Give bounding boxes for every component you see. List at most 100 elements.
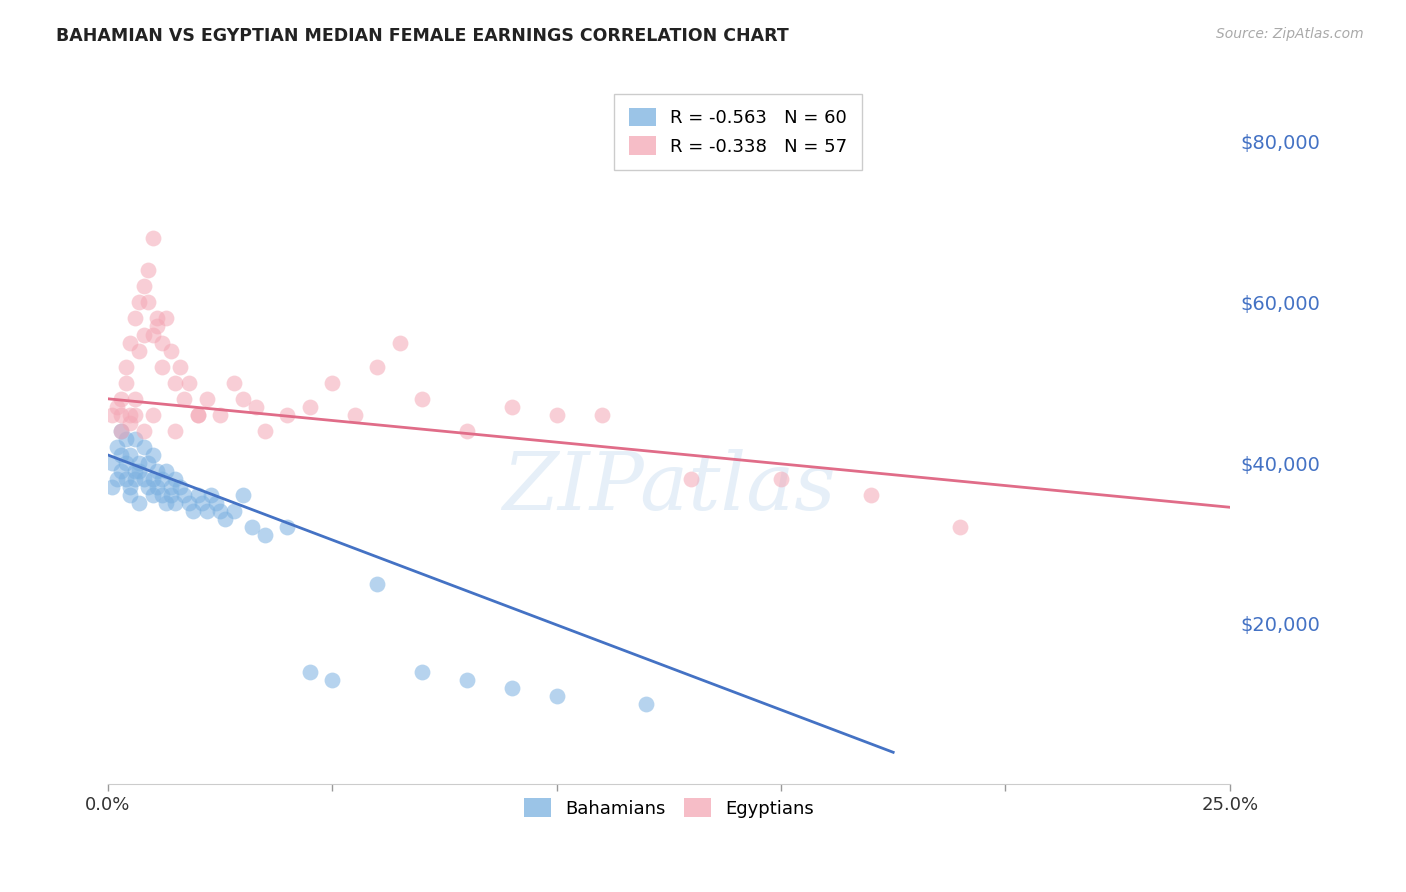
Point xyxy=(222,504,245,518)
Point xyxy=(769,472,792,486)
Point xyxy=(165,376,187,390)
Point xyxy=(128,464,150,478)
Point xyxy=(681,472,703,486)
Point xyxy=(411,665,433,679)
Point xyxy=(501,400,523,414)
Point xyxy=(105,472,128,486)
Point xyxy=(142,472,165,486)
Point xyxy=(132,424,155,438)
Point xyxy=(591,408,613,422)
Point xyxy=(298,400,321,414)
Point xyxy=(195,504,218,518)
Point xyxy=(110,448,132,462)
Point xyxy=(276,520,298,534)
Point xyxy=(150,359,173,374)
Point xyxy=(128,295,150,310)
Point xyxy=(155,496,177,510)
Point xyxy=(169,359,191,374)
Point xyxy=(501,681,523,695)
Point xyxy=(120,480,142,494)
Point xyxy=(110,408,132,422)
Point xyxy=(124,408,146,422)
Point xyxy=(321,673,343,687)
Point xyxy=(411,392,433,406)
Point xyxy=(101,456,124,470)
Point xyxy=(298,665,321,679)
Point xyxy=(165,496,187,510)
Point xyxy=(232,392,254,406)
Point xyxy=(245,400,267,414)
Point xyxy=(120,408,142,422)
Point xyxy=(343,408,366,422)
Point xyxy=(159,488,181,502)
Point xyxy=(232,488,254,502)
Point xyxy=(142,448,165,462)
Legend: Bahamians, Egyptians: Bahamians, Egyptians xyxy=(516,791,821,825)
Point xyxy=(115,432,138,446)
Point xyxy=(209,504,232,518)
Point xyxy=(636,697,658,711)
Point xyxy=(222,376,245,390)
Point xyxy=(115,472,138,486)
Point xyxy=(253,528,276,542)
Point xyxy=(110,424,132,438)
Point xyxy=(165,424,187,438)
Point xyxy=(132,327,155,342)
Point xyxy=(124,392,146,406)
Point xyxy=(187,408,209,422)
Point xyxy=(859,488,882,502)
Point xyxy=(546,408,568,422)
Point xyxy=(240,520,263,534)
Point xyxy=(142,327,165,342)
Point xyxy=(187,488,209,502)
Point xyxy=(120,335,142,350)
Point xyxy=(366,359,388,374)
Point xyxy=(128,456,150,470)
Point xyxy=(142,231,165,245)
Point xyxy=(169,480,191,494)
Point xyxy=(195,392,218,406)
Point xyxy=(132,440,155,454)
Text: ZIPatlas: ZIPatlas xyxy=(502,449,835,526)
Point xyxy=(187,408,209,422)
Point xyxy=(181,504,204,518)
Point xyxy=(124,464,146,478)
Point xyxy=(150,335,173,350)
Point xyxy=(173,488,195,502)
Point xyxy=(105,400,128,414)
Point xyxy=(159,343,181,358)
Point xyxy=(132,472,155,486)
Point xyxy=(155,464,177,478)
Point xyxy=(142,408,165,422)
Point xyxy=(110,464,132,478)
Point xyxy=(124,432,146,446)
Point xyxy=(132,279,155,293)
Point xyxy=(150,488,173,502)
Point xyxy=(128,343,150,358)
Text: Source: ZipAtlas.com: Source: ZipAtlas.com xyxy=(1216,27,1364,41)
Point xyxy=(191,496,214,510)
Point xyxy=(253,424,276,438)
Text: BAHAMIAN VS EGYPTIAN MEDIAN FEMALE EARNINGS CORRELATION CHART: BAHAMIAN VS EGYPTIAN MEDIAN FEMALE EARNI… xyxy=(56,27,789,45)
Point xyxy=(456,673,478,687)
Point xyxy=(173,392,195,406)
Point xyxy=(142,488,165,502)
Point xyxy=(155,311,177,326)
Point xyxy=(276,408,298,422)
Point xyxy=(388,335,411,350)
Point xyxy=(101,408,124,422)
Point xyxy=(110,392,132,406)
Point xyxy=(115,376,138,390)
Point xyxy=(949,520,972,534)
Point xyxy=(138,456,160,470)
Point xyxy=(120,416,142,430)
Point xyxy=(146,311,169,326)
Point xyxy=(120,488,142,502)
Point xyxy=(146,319,169,334)
Point xyxy=(321,376,343,390)
Point xyxy=(138,263,160,277)
Point xyxy=(366,576,388,591)
Point xyxy=(546,689,568,703)
Point xyxy=(200,488,222,502)
Point xyxy=(124,472,146,486)
